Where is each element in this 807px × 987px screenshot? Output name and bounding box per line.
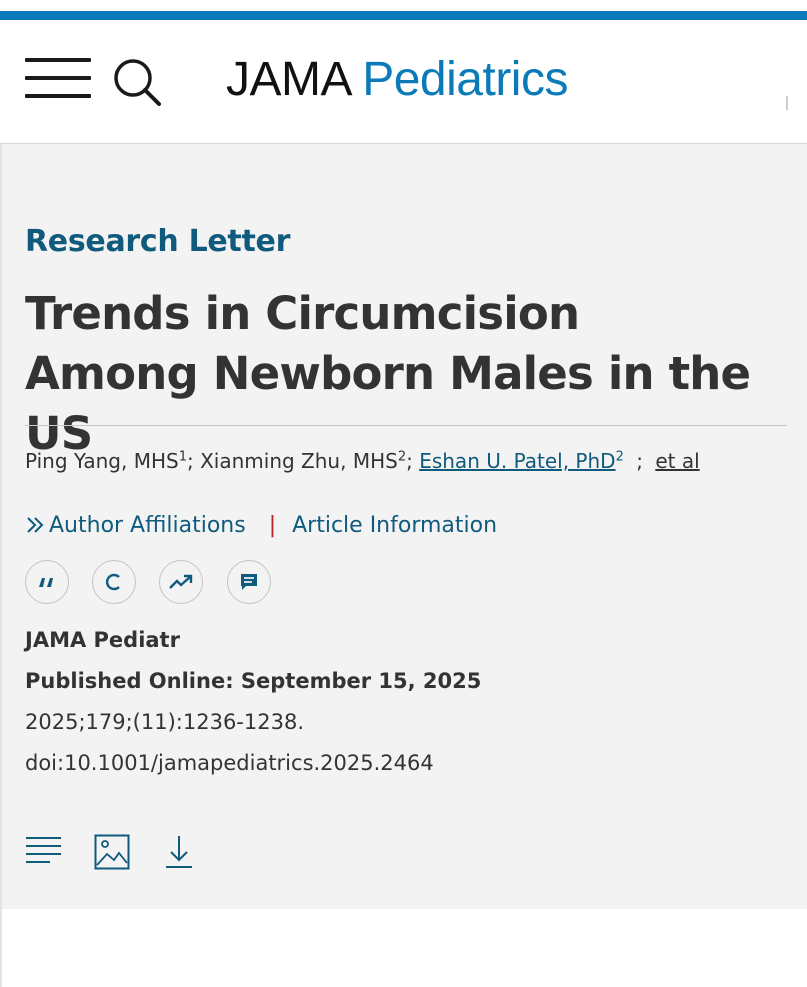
doi: doi:10.1001/jamapediatrics.2025.2464 bbox=[25, 751, 434, 775]
article-information-link[interactable]: Article Information bbox=[292, 513, 498, 538]
trending-icon[interactable] bbox=[159, 560, 203, 604]
citation-volume: 2025;179;(11):1236-1238. bbox=[25, 710, 304, 734]
author-name: Xianming Zhu, MHS bbox=[200, 449, 398, 473]
search-icon[interactable] bbox=[112, 57, 164, 109]
author-affiliation-number: 2 bbox=[615, 449, 624, 465]
author-link[interactable]: Eshan U. Patel, PhD bbox=[419, 449, 616, 473]
logo-pediatrics: Pediatrics bbox=[362, 53, 568, 106]
top-accent-bar bbox=[0, 11, 807, 20]
title-divider bbox=[25, 425, 787, 426]
hamburger-menu-icon[interactable] bbox=[25, 58, 91, 98]
author-affiliation-number: 1 bbox=[178, 449, 187, 465]
quote-icon[interactable] bbox=[25, 560, 69, 604]
article-title: Trends in Circumcision Among Newborn Mal… bbox=[25, 287, 751, 460]
author-name: Ping Yang, MHS bbox=[25, 449, 179, 473]
site-logo[interactable]: JAMA Pediatrics bbox=[226, 50, 568, 110]
author-affiliations-label: Author Affiliations bbox=[49, 513, 246, 538]
text-lines-icon[interactable] bbox=[25, 834, 63, 872]
article-info-links: Author Affiliations | Article Information bbox=[25, 513, 497, 538]
download-icon[interactable] bbox=[164, 834, 194, 874]
et-al-link[interactable]: et al bbox=[655, 449, 700, 473]
author-affiliation-number: 2 bbox=[397, 449, 407, 465]
image-icon[interactable] bbox=[94, 834, 130, 874]
copyright-icon[interactable] bbox=[92, 560, 136, 604]
logo-jama: JAMA bbox=[226, 53, 350, 106]
author-list: Ping Yang, MHS1; Xianming Zhu, MHS2; Esh… bbox=[25, 449, 700, 473]
published-date: Published Online: September 15, 2025 bbox=[25, 669, 482, 693]
author-affiliations-link[interactable]: Author Affiliations bbox=[25, 513, 253, 538]
journal-abbreviation: JAMA Pediatr bbox=[25, 628, 180, 652]
header-divider bbox=[786, 96, 788, 110]
site-header: JAMA Pediatrics bbox=[0, 20, 807, 144]
article-type-label: Research Letter bbox=[25, 224, 291, 259]
left-edge-rule bbox=[0, 20, 2, 987]
article-header: Research Letter Trends in Circumcision A… bbox=[2, 144, 807, 909]
comment-icon[interactable] bbox=[227, 560, 271, 604]
link-separator: | bbox=[268, 513, 277, 538]
double-chevron-right-icon bbox=[27, 517, 44, 533]
citation-block: JAMA Pediatr Published Online: September… bbox=[25, 620, 481, 784]
